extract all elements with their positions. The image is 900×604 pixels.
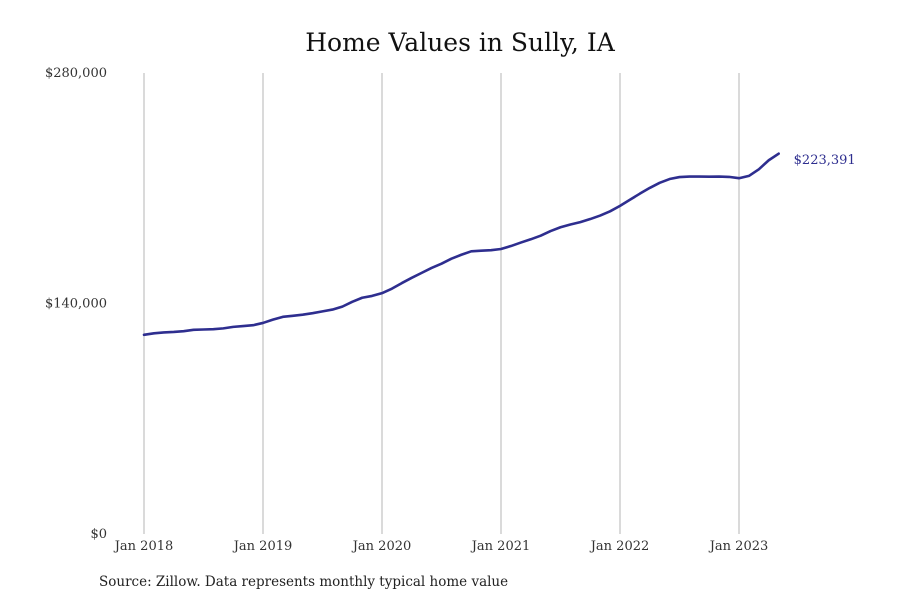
x-tick-label: Jan 2019 (232, 539, 293, 554)
source-note: Source: Zillow. Data represents monthly … (99, 574, 508, 590)
x-tick-label: Jan 2021 (470, 539, 531, 554)
x-tick-label: Jan 2022 (589, 539, 650, 554)
series-layer: $223,391 (142, 152, 856, 337)
x-tick-label: Jan 2020 (351, 539, 412, 554)
x-axis: Jan 2018 Jan 2019 Jan 2020 Jan 2021 Jan 2022… (113, 539, 769, 554)
y-tick-label: $0 (90, 527, 107, 542)
end-value-label: $223,391 (794, 153, 856, 168)
series-line (142, 152, 780, 337)
y-axis: $0 $140,000 $280,000 (45, 66, 107, 542)
x-tick-label: Jan 2023 (708, 539, 769, 554)
chart-title: Home Values in Sully, IA (305, 28, 615, 57)
grid-lines (143, 73, 740, 534)
y-tick-label: $140,000 (45, 297, 107, 312)
y-tick-label: $280,000 (45, 66, 107, 81)
x-tick-label: Jan 2018 (113, 539, 174, 554)
